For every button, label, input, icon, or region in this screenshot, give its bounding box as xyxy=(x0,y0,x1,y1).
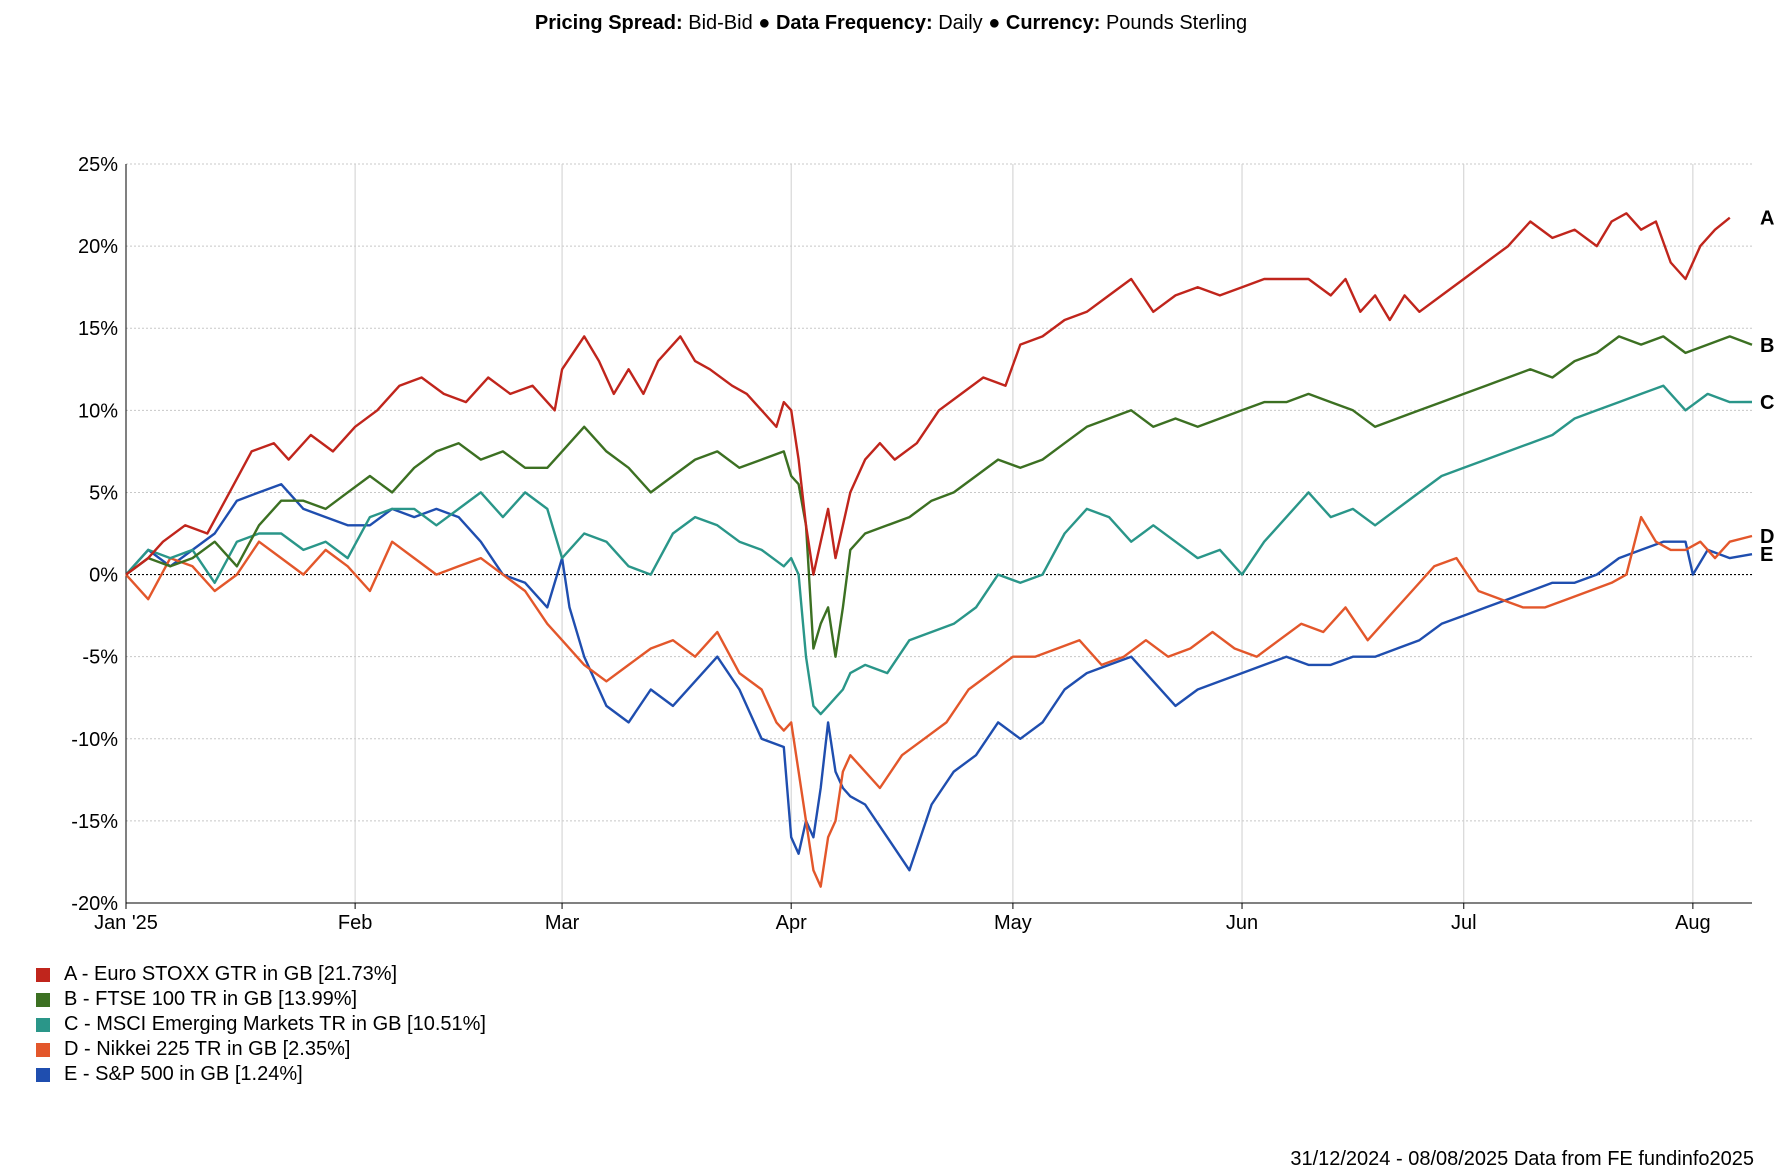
x-tick-label: Mar xyxy=(545,912,580,934)
currency-value: Pounds Sterling xyxy=(1105,12,1248,34)
y-tick-label: 20% xyxy=(78,236,118,258)
y-tick-label: -15% xyxy=(71,811,118,833)
source-note: 31/12/2024 - 08/08/2025 Data from FE fun… xyxy=(1290,1148,1754,1170)
legend-label: B - FTSE 100 TR in GB [13.99%] xyxy=(64,988,358,1010)
legend-label: E - S&P 500 in GB [1.24%] xyxy=(64,1063,303,1085)
end-label-b: B xyxy=(1760,335,1774,357)
series-line-b xyxy=(125,335,1753,658)
frequency-label: Data Frequency: xyxy=(775,12,933,34)
separator: ● xyxy=(758,12,771,34)
legend-swatch xyxy=(36,992,50,1007)
grid xyxy=(126,163,1752,903)
legend-item-d: D - Nikkei 225 TR in GB [2.35%] xyxy=(36,1037,486,1062)
x-tick-label: Apr xyxy=(776,912,807,934)
legend-swatch xyxy=(36,1017,50,1032)
y-tick-label: -20% xyxy=(71,893,118,915)
end-label-d: D xyxy=(1760,526,1774,548)
end-label-e: E xyxy=(1760,544,1773,566)
legend: A - Euro STOXX GTR in GB [21.73%] B - FTS… xyxy=(36,962,486,1087)
x-tick-label: Feb xyxy=(338,912,372,934)
end-label-c: C xyxy=(1760,392,1774,414)
x-tick-label: Jul xyxy=(1451,912,1477,934)
end-labels: A B C DE xyxy=(1760,208,1774,566)
legend-swatch xyxy=(36,1067,50,1082)
y-tick-label: 0% xyxy=(89,565,118,587)
series-line-a xyxy=(125,212,1731,576)
y-tick-label: -10% xyxy=(71,729,118,751)
separator: ● xyxy=(988,12,1001,34)
legend-label: C - MSCI Emerging Markets TR in GB [10.5… xyxy=(64,1013,486,1035)
y-tick-label: 25% xyxy=(78,154,118,176)
y-tick-label: 10% xyxy=(78,400,118,422)
series-line-e xyxy=(125,483,1753,872)
series-line-d xyxy=(125,515,1753,888)
legend-item-b: B - FTSE 100 TR in GB [13.99%] xyxy=(36,987,486,1012)
x-tick-label: May xyxy=(994,912,1032,934)
legend-item-e: E - S&P 500 in GB [1.24%] xyxy=(36,1062,486,1087)
legend-swatch xyxy=(36,1042,50,1057)
legend-swatch xyxy=(36,967,50,982)
series-line-c xyxy=(125,384,1753,716)
frequency-value: Daily xyxy=(938,12,983,34)
legend-label: A - Euro STOXX GTR in GB [21.73%] xyxy=(64,963,398,985)
y-tick-label: 5% xyxy=(89,482,118,504)
spread-value: Bid-Bid xyxy=(688,12,753,34)
x-tick-label: Aug xyxy=(1675,912,1711,934)
series-group xyxy=(125,212,1753,888)
y-tick-label: -5% xyxy=(82,647,118,669)
legend-label: D - Nikkei 225 TR in GB [2.35%] xyxy=(64,1038,351,1060)
spread-label: Pricing Spread: xyxy=(534,12,683,34)
chart-subtitle: Pricing Spread: Bid-Bid ● Data Frequency… xyxy=(0,12,1782,35)
axes: 25% 20% 15% 10% 5% 0% -5% -10% -15% -20%Jan '25 Fe… xyxy=(71,154,1752,934)
x-tick-label: Jan '25 xyxy=(94,912,158,934)
y-tick-label: 15% xyxy=(78,318,118,340)
x-tick-label: Jun xyxy=(1226,912,1258,934)
end-label-a: A xyxy=(1760,208,1774,230)
legend-item-a: A - Euro STOXX GTR in GB [21.73%] xyxy=(36,962,486,987)
currency-label: Currency: xyxy=(1005,12,1101,34)
line-chart: 25% 20% 15% 10% 5% 0% -5% -10% -15% -20%Jan '25 Fe… xyxy=(71,154,1774,934)
legend-item-c: C - MSCI Emerging Markets TR in GB [10.5… xyxy=(36,1012,486,1037)
